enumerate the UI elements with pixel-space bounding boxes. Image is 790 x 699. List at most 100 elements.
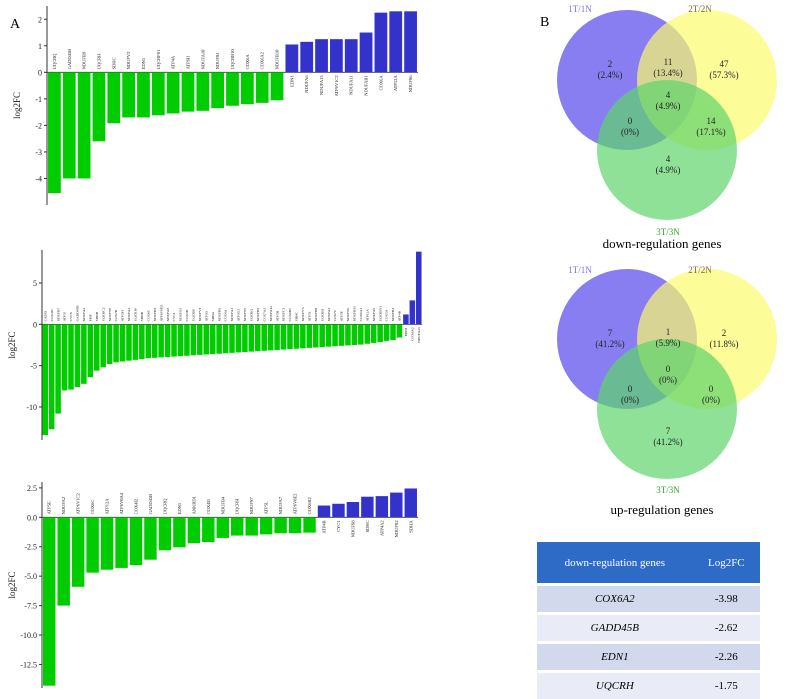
bar-category-label: COX6A2 [260,52,265,69]
y-tick-label: 0.0 [27,513,37,522]
bar-category-label: NDUFS3 [179,308,183,321]
venn-up-circle-c [597,339,737,479]
bar-category-label: ATP5L [264,501,269,514]
y-tick-label: 5 [33,279,37,288]
bar-category-label: COX4I1 [206,499,211,515]
venn-up-ac-count: 0 [628,384,633,394]
venn-down-label-b: 2T/2N [688,4,712,14]
bar-category-label: COX6C [146,309,150,321]
bar [347,502,359,517]
bar [100,324,106,367]
bar-category-label: NDUFA10 [200,49,205,69]
table-row: GADD45B -2.62 [537,614,760,643]
bar [88,324,94,377]
bar [171,324,177,356]
y-tick-label: -10.0 [20,631,37,640]
bar-category-label: SDHB [140,311,144,321]
bar [268,324,274,350]
table-cell-value: -1.75 [693,672,760,699]
bar [229,324,235,353]
bar [376,496,388,517]
bar [93,72,106,141]
bar-category-label: UQCRB [192,309,196,322]
bar [167,72,180,113]
table-header-row: down-regulation genes Log2FC [537,542,760,585]
bar [126,324,132,360]
bar-category-label: COX7A2 [262,308,266,322]
bar-category-label: NDUFB11 [353,306,357,321]
bar-category-label: NDUFS6 [346,308,350,321]
venn-down-bc-count: 14 [707,116,717,126]
bar-category-label: UQCRQ [162,498,167,515]
table-cell-value: -2.26 [693,643,760,672]
bar-category-label: NDUFB1 [391,307,395,321]
bar-category-label: ATP5O [204,310,208,321]
bar-category-label: NDUFB3 [153,307,157,321]
bar [281,324,287,349]
venn-down-label-a: 1T/1N [568,4,592,14]
bar [63,72,76,178]
bar [55,324,61,413]
venn-down-a-only-count: 2 [608,59,613,69]
bar-category-label: COX6B1 [288,308,292,321]
bar-category-label: ATP5G3 [237,309,241,322]
bar [397,324,403,337]
y-tick-label: -5 [30,362,37,371]
bar-category-label: COX4I2 [134,499,139,515]
bar-category-label: UQCR10 [134,308,138,321]
bar-category-label: NDUFA3 [327,308,331,322]
bar [294,324,300,348]
bar [101,517,113,569]
bar [313,324,319,347]
table-cell-gene: COX6A2 [537,585,693,614]
bar [390,493,402,518]
bar [49,324,55,429]
venn-down-ac-pct: (0%) [621,127,639,137]
bar-category-label: UQCRQ [52,53,57,70]
bar [242,324,248,352]
bar [361,497,373,518]
bar-category-label: ATP12A [365,309,369,322]
bar-category-label: NDUFS1 [215,52,220,69]
bar [231,517,243,535]
bar [75,324,81,387]
bar-category-label: ATP4B [322,520,327,533]
bar-category-label: NDUFA6 [304,75,309,93]
venn-up-label-b: 2T/2N [688,265,712,275]
bar [48,72,61,193]
bar [182,72,195,111]
bar [377,324,383,342]
bar [330,39,343,72]
venn-up-abc-pct: (0%) [659,375,677,385]
bar-category-label: UQCRC2 [101,307,105,321]
bar [57,517,69,605]
venn-up: 1T/1N 2T/2N 3T/3N 7 (41.2%) 2 (11.8%) 1 … [557,265,777,517]
bar-category-label: COX7C [333,309,337,321]
bar [72,517,84,586]
bar-category-label: NDUFS8 [108,308,112,321]
bar [300,324,306,348]
bar-category-label: CASP3 [43,311,47,322]
bar [152,72,165,115]
bar-category-label: ATP4B [398,310,402,321]
bar-category-label: GADD45B [148,494,153,515]
bar-category-label: NDUFA6 [372,308,376,322]
bar-category-label: ATP5H [275,310,279,321]
venn-down-ac-count: 0 [628,116,633,126]
bar [307,324,313,348]
bar-category-label: CYC1 [172,312,176,321]
venn-up-bc-pct: (0%) [702,395,720,405]
venn-up-b-only-count: 2 [722,328,727,338]
bar-category-label: ATP6V0E2 [293,494,298,515]
bar-category-label: NDUFA11 [349,75,354,95]
bar [120,324,126,361]
y-tick-label: 0 [38,68,42,77]
venn-down-c-only-pct: (4.9%) [656,165,681,175]
table-row: COX6A2 -3.98 [537,585,760,614]
venn-up-ac-pct: (0%) [621,395,639,405]
bar [137,72,150,117]
bar-category-label: SDHC [365,520,370,532]
bar [42,324,48,435]
venn-down-caption: down-regulation genes [603,236,722,251]
